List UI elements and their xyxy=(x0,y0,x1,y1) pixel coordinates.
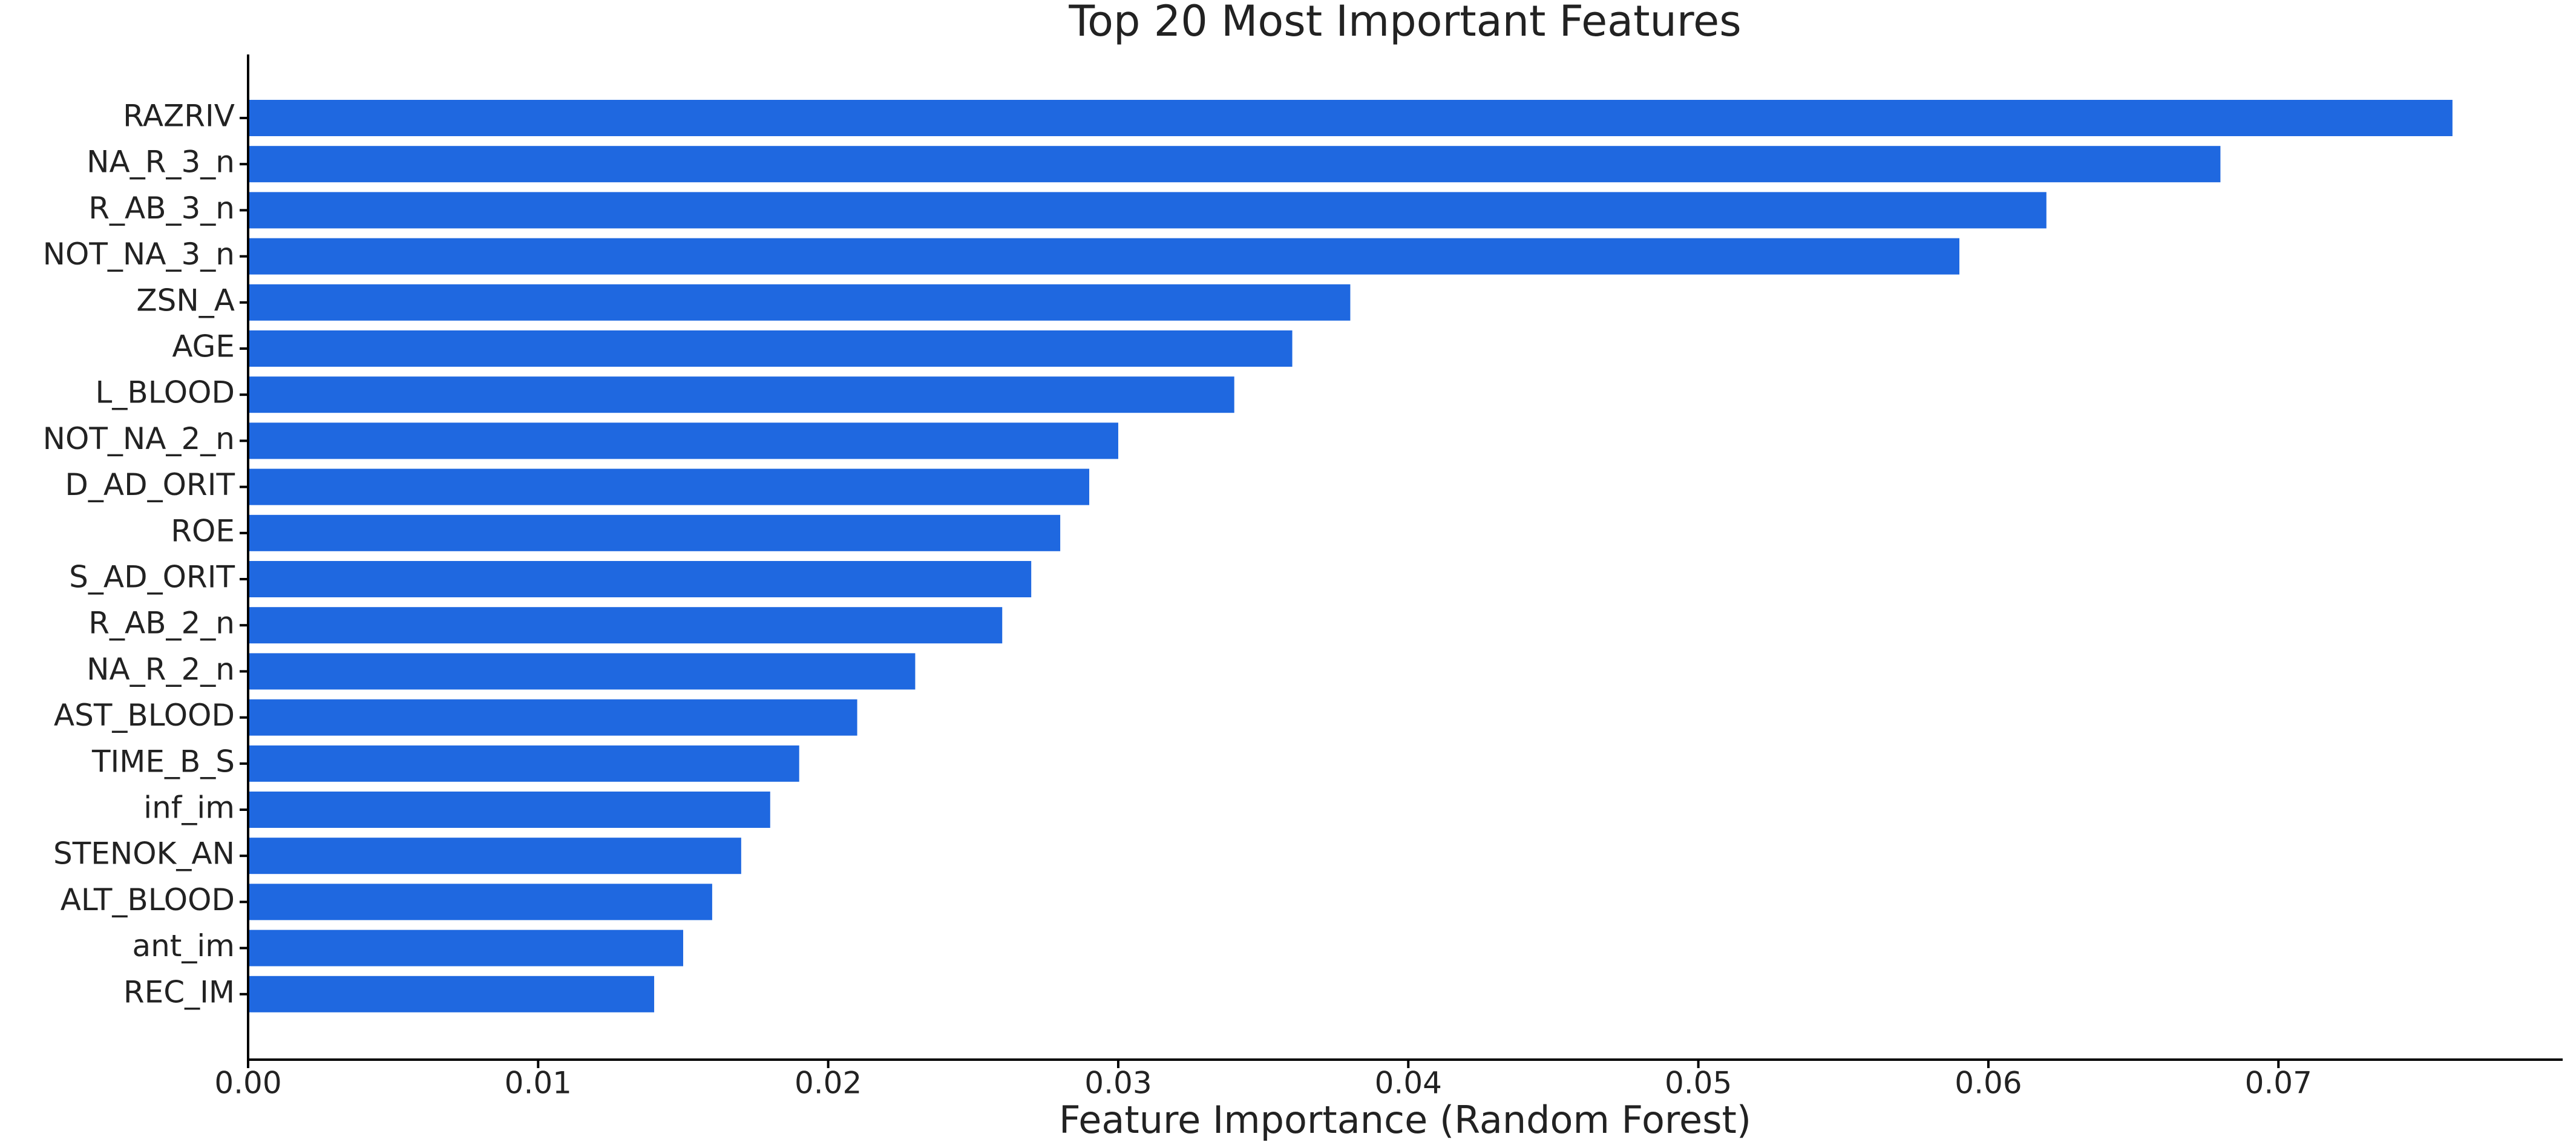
y-tick-label: ALT_BLOOD xyxy=(61,882,235,917)
y-tick-label: NA_R_2_n xyxy=(87,652,235,687)
y-tick-label: RAZRIV xyxy=(123,99,235,134)
y-tick-label: REC_IM xyxy=(123,974,235,1009)
bar xyxy=(248,976,655,1012)
y-tick-label: NOT_NA_2_n xyxy=(43,421,235,456)
y-tick-label: ZSN_A xyxy=(136,283,235,318)
y-tick-label: ant_im xyxy=(132,928,235,963)
x-tick-label: 0.03 xyxy=(1084,1066,1152,1101)
x-tick-label: 0.06 xyxy=(1955,1066,2022,1101)
bar xyxy=(248,792,770,828)
bar xyxy=(248,699,857,736)
y-tick-label: S_AD_ORIT xyxy=(69,560,235,595)
y-tick-label: NOT_NA_3_n xyxy=(43,237,235,272)
bar xyxy=(248,146,2221,183)
x-tick-label: 0.00 xyxy=(214,1066,281,1101)
x-tick-label: 0.04 xyxy=(1375,1066,1442,1101)
y-tick-label: R_AB_3_n xyxy=(88,191,235,226)
y-tick-label: ROE xyxy=(171,513,235,548)
bar xyxy=(248,653,916,690)
x-tick-label: 0.01 xyxy=(505,1066,572,1101)
bar xyxy=(248,284,1351,321)
y-tick-label: NA_R_3_n xyxy=(87,145,235,180)
x-axis-label: Feature Importance (Random Forest) xyxy=(1059,1098,1751,1142)
y-tick-label: STENOK_AN xyxy=(53,836,235,871)
y-tick-label: TIME_B_S xyxy=(91,744,235,779)
bar xyxy=(248,930,683,966)
x-tick-label: 0.02 xyxy=(795,1066,862,1101)
y-tick-label: R_AB_2_n xyxy=(88,606,235,641)
bar xyxy=(248,884,712,920)
y-tick-label: AST_BLOOD xyxy=(54,698,235,733)
bar xyxy=(248,468,1090,505)
y-tick-label: L_BLOOD xyxy=(96,375,235,410)
x-tick-label: 0.05 xyxy=(1665,1066,1732,1101)
bar xyxy=(248,192,2047,229)
bar xyxy=(248,100,2453,136)
x-tick-label: 0.07 xyxy=(2245,1066,2312,1101)
bar xyxy=(248,238,1960,275)
y-tick-label: AGE xyxy=(172,329,235,364)
y-tick-label: D_AD_ORIT xyxy=(65,467,235,502)
bar xyxy=(248,330,1293,367)
bar xyxy=(248,514,1061,551)
bar xyxy=(248,607,1003,644)
chart-title: Top 20 Most Important Features xyxy=(1068,0,1741,46)
bar xyxy=(248,376,1234,413)
bar xyxy=(248,422,1118,459)
bar xyxy=(248,745,799,782)
bar xyxy=(248,838,741,874)
y-tick-label: inf_im xyxy=(143,790,235,825)
bar xyxy=(248,561,1032,597)
